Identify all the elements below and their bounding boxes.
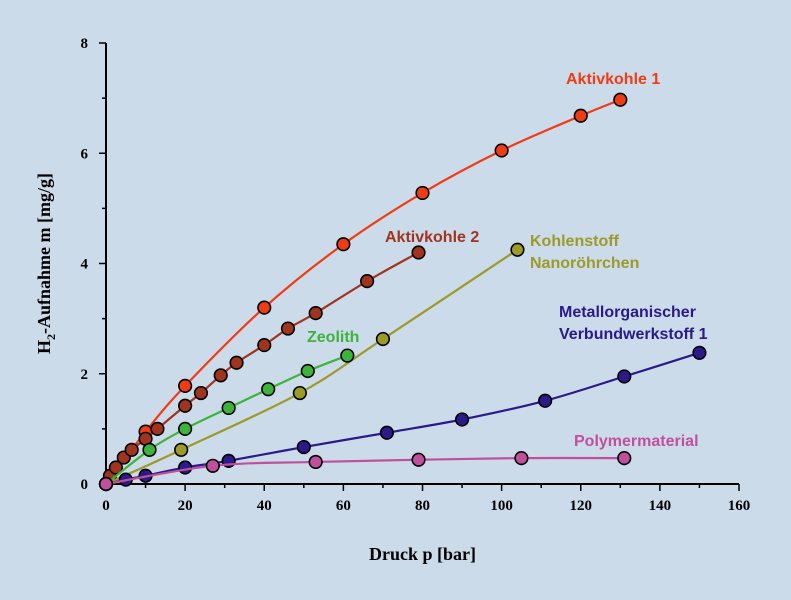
data-point (178, 460, 193, 475)
data-point (280, 321, 296, 336)
chart-axes: 0 20 40 60 80 100 120 140 160 0 2 4 6 8 (81, 36, 751, 514)
series-line (105, 351, 700, 486)
series-label-line: Metallorganischer (559, 304, 696, 321)
x-tick-label: 140 (649, 498, 672, 514)
data-point (108, 460, 123, 475)
data-point (205, 458, 220, 473)
y-axis-title-rest: -Aufnahme m [mg/g] (34, 173, 54, 334)
y-tick-label: 2 (81, 367, 89, 383)
data-point (300, 363, 315, 379)
y-axis-title: H2-Aufnahme m [mg/g] (34, 173, 58, 354)
x-axis-title: Druck p [bar] (369, 544, 476, 564)
x-tick-label: 80 (415, 498, 430, 514)
series-label-line: Nanoröhrchen (530, 255, 639, 272)
data-point (514, 450, 529, 466)
series-label-polymermaterial: Polymermaterial (574, 433, 699, 450)
data-point (229, 355, 244, 370)
data-point (124, 442, 139, 457)
data-point (213, 368, 228, 383)
series-label-line: Verbundwerkstoff 1 (559, 326, 708, 343)
data-point (257, 337, 272, 353)
series-label-kohlenstoff-nanoroehrchen: Kohlenstoff Nanoröhrchen (530, 233, 639, 272)
data-point (257, 300, 272, 315)
data-point (692, 345, 707, 360)
chart-series-labels: Aktivkohle 1 Aktivkohle 2 Kohlenstoff Nanor… (307, 71, 708, 450)
data-point (617, 369, 632, 384)
x-tick-label: 60 (336, 498, 351, 514)
y-tick-label: 0 (81, 477, 89, 493)
x-tick-label: 40 (257, 498, 272, 514)
series-label-zeolith: Zeolith (307, 329, 359, 346)
data-point (308, 306, 323, 321)
series-line (105, 456, 625, 486)
data-point (617, 450, 632, 466)
chart-series (98, 92, 707, 492)
x-tick-label: 20 (178, 498, 193, 514)
data-point (340, 348, 355, 363)
y-axis-title-subscript: 2 (44, 334, 58, 340)
series-label-line: Aktivkohle 1 (566, 71, 660, 88)
data-point (174, 442, 189, 457)
y-tick-label: 6 (81, 146, 89, 162)
data-point (454, 412, 470, 427)
series-label-line: Aktivkohle 2 (385, 229, 479, 246)
data-point (296, 439, 311, 455)
x-tick-label: 120 (570, 498, 593, 514)
series-label-line: Polymermaterial (574, 433, 699, 450)
data-point (142, 442, 157, 457)
series-polymermaterial (98, 450, 632, 492)
data-point (411, 452, 426, 467)
data-point (538, 393, 553, 408)
data-point (221, 400, 236, 416)
y-axis-title-main: H (34, 340, 54, 354)
data-point (178, 398, 193, 413)
data-point (613, 92, 628, 107)
data-point (193, 385, 209, 401)
series-label-line: Zeolith (307, 329, 359, 346)
data-point (98, 476, 114, 492)
y-tick-label: 4 (81, 257, 89, 273)
data-point (178, 378, 193, 393)
data-point (573, 108, 588, 123)
data-point (336, 237, 351, 252)
data-point (292, 385, 307, 401)
y-tick-label: 8 (81, 36, 89, 52)
data-point (150, 421, 165, 436)
x-tick-label: 160 (728, 498, 751, 514)
data-point (510, 242, 525, 257)
data-point (178, 421, 193, 436)
data-point (415, 185, 430, 201)
x-tick-label: 100 (490, 498, 513, 514)
data-point (375, 331, 391, 347)
series-label-line: Kohlenstoff (530, 233, 620, 250)
series-label-aktivkohle-1: Aktivkohle 1 (566, 71, 660, 88)
data-point (379, 425, 394, 440)
series-label-aktivkohle-2: Aktivkohle 2 (385, 229, 479, 246)
x-tick-label: 0 (102, 498, 110, 514)
data-point (261, 382, 276, 397)
series-label-metallorganischer-verbundwerkstoff-1: Metallorganischer Verbundwerkstoff 1 (559, 304, 708, 343)
data-point (411, 245, 426, 260)
data-point (360, 274, 375, 289)
data-point (494, 143, 509, 158)
data-point (308, 454, 323, 470)
